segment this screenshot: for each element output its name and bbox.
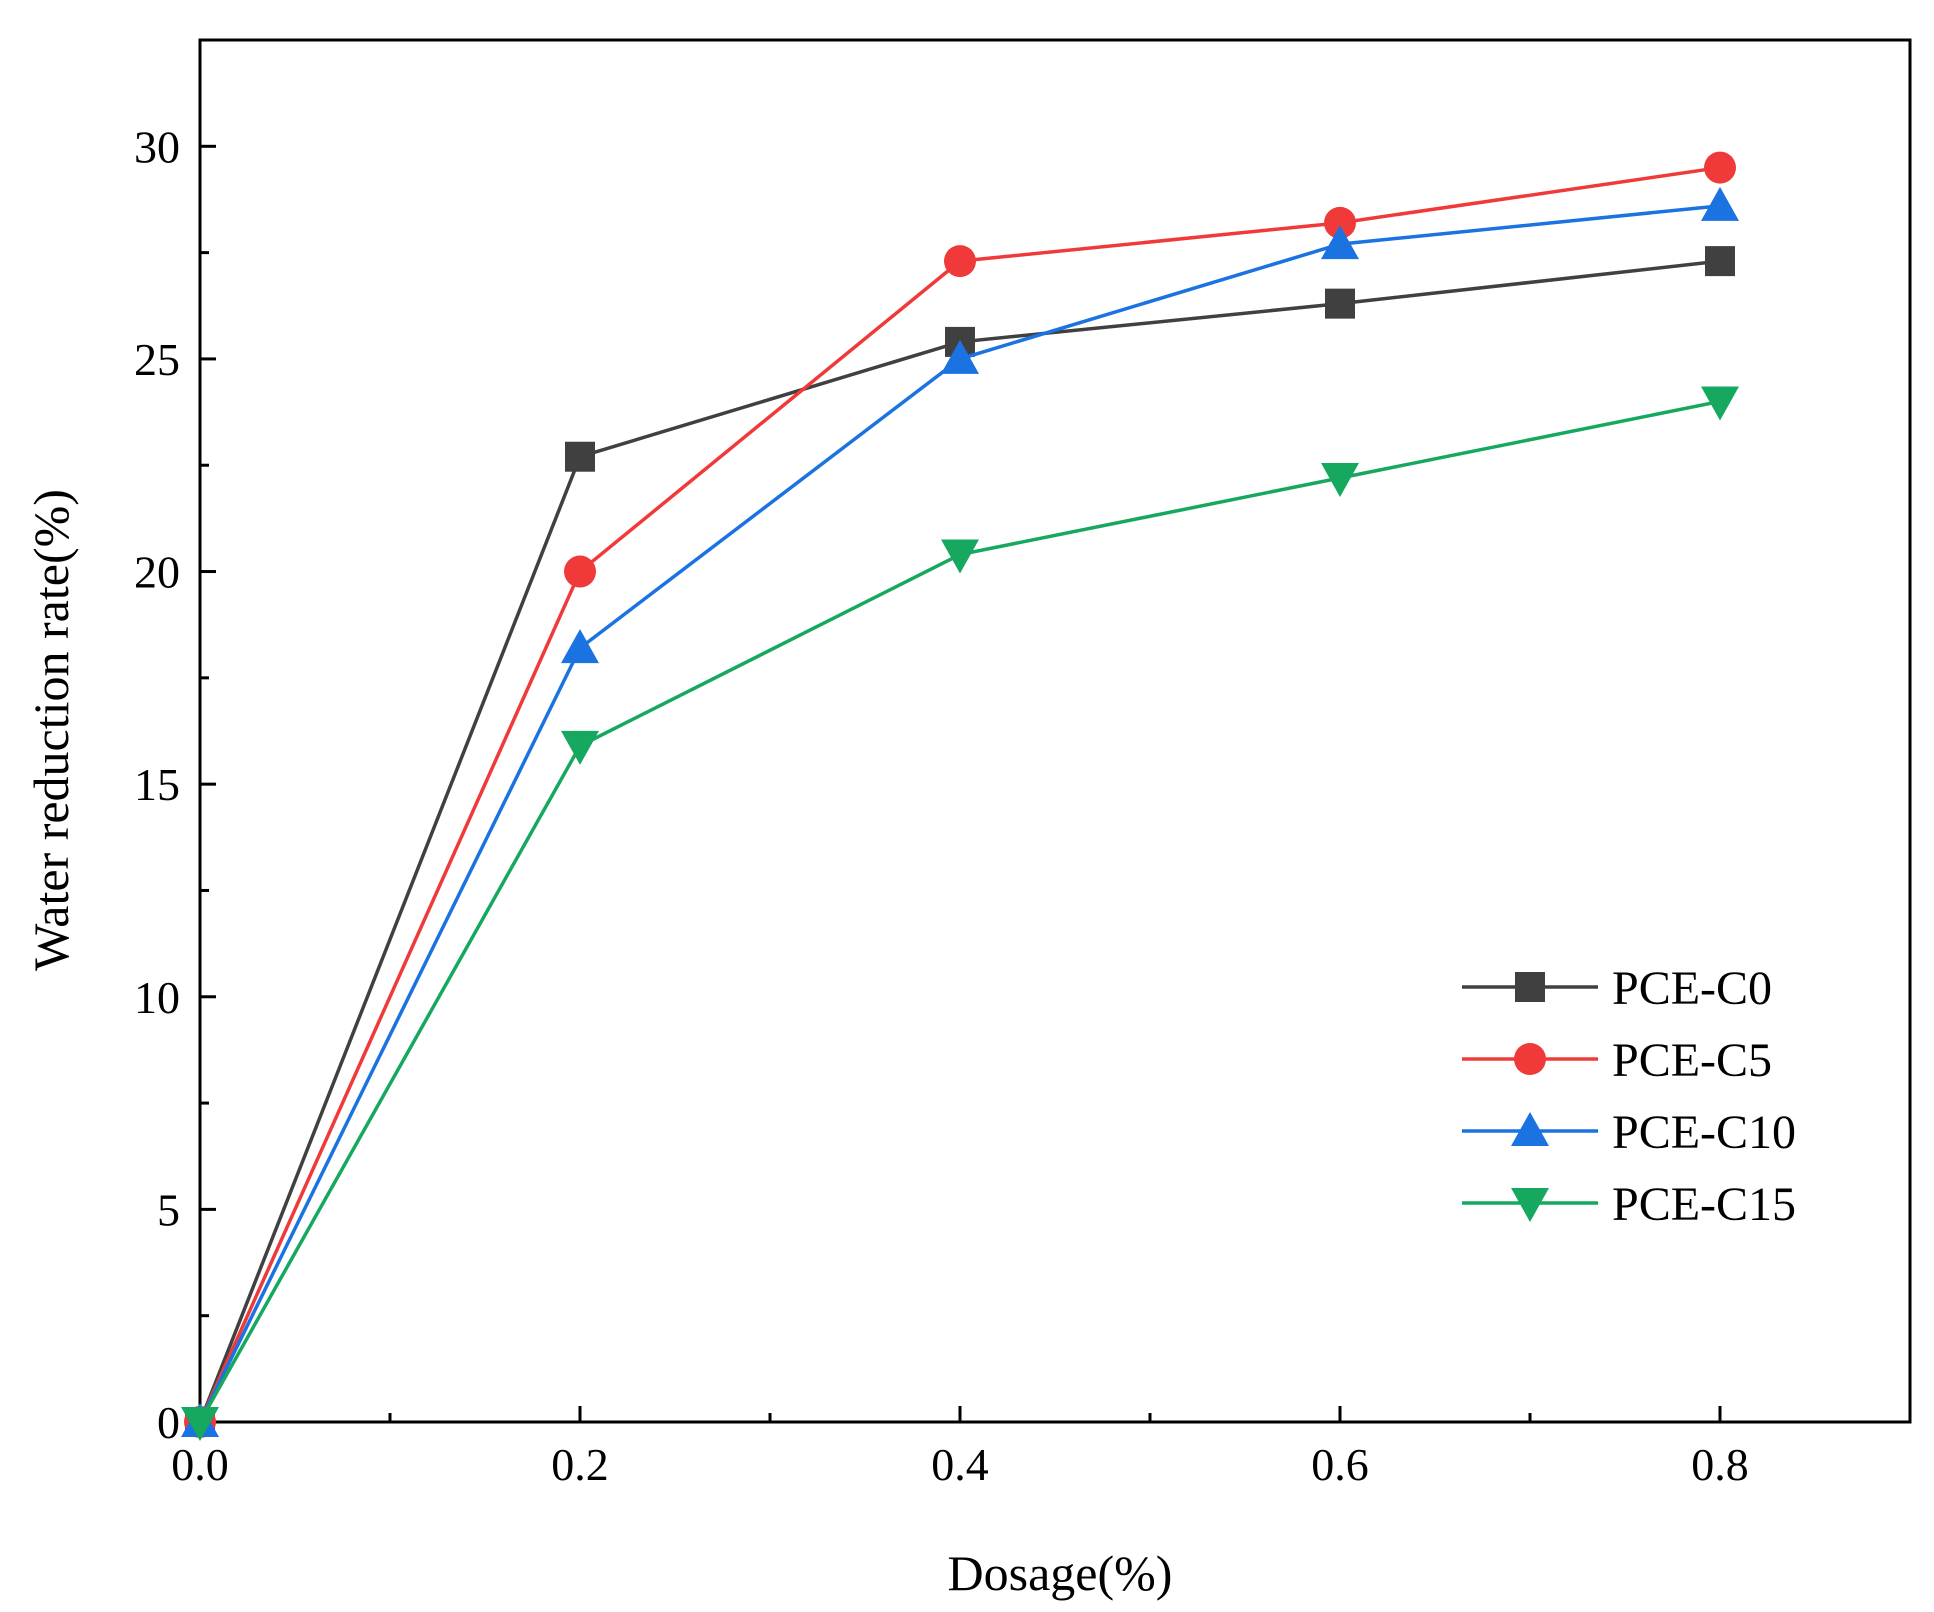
data-point (1321, 462, 1359, 497)
x-tick-label: 0.2 (551, 1439, 609, 1490)
x-tick-label: 0.0 (171, 1439, 229, 1490)
x-axis-title: Dosage(%) (948, 1545, 1173, 1601)
data-point (564, 555, 596, 588)
data-point (1705, 246, 1735, 277)
axes: 0.0 0.2 0.4 0.6 0.8 0 5 10 15 20 25 30 (134, 38, 1912, 1490)
data-point (561, 730, 599, 765)
legend-item: PCE-C0 (1462, 962, 1772, 1015)
data-point (1325, 288, 1355, 319)
y-tick-label: 25 (134, 334, 180, 385)
y-tick-label: 5 (157, 1184, 180, 1235)
legend-label: PCE-C0 (1612, 962, 1772, 1015)
legend-label: PCE-C10 (1612, 1106, 1796, 1159)
y-tick-label: 15 (134, 759, 180, 810)
x-tick-label: 0.4 (931, 1439, 989, 1490)
data-point (561, 629, 599, 664)
data-point (1324, 206, 1356, 239)
data-point (941, 539, 979, 574)
legend: PCE-C0 PCE-C5 PCE-C10 PCE-C15 (1462, 962, 1796, 1231)
x-tick-label: 0.8 (1691, 1439, 1749, 1490)
data-point (181, 1407, 219, 1441)
legend-marker (1511, 1188, 1549, 1222)
data-point (1701, 386, 1739, 421)
y-axis-title: Water reduction rate(%) (23, 489, 79, 971)
data-point (941, 339, 979, 374)
legend-marker (1511, 1112, 1549, 1146)
y-tick-label: 0 (157, 1397, 180, 1448)
series-layer (181, 151, 1739, 1441)
data-point (1701, 186, 1739, 221)
plot-frame (198, 38, 1912, 1424)
y-tick-label: 20 (134, 547, 180, 598)
data-point (944, 245, 976, 278)
x-tick-label: 0.6 (1311, 1439, 1369, 1490)
y-tick-label: 30 (134, 121, 180, 172)
y-tick-label: 10 (134, 972, 180, 1023)
data-point (565, 441, 595, 472)
legend-label: PCE-C15 (1612, 1178, 1796, 1231)
legend-item: PCE-C15 (1462, 1178, 1796, 1231)
legend-item: PCE-C5 (1462, 1034, 1772, 1087)
legend-item: PCE-C10 (1462, 1106, 1796, 1159)
series-pce-c15 (181, 386, 1739, 1441)
legend-marker (1514, 1043, 1546, 1075)
data-point (1321, 225, 1359, 260)
legend-label: PCE-C5 (1612, 1034, 1772, 1087)
data-point (1704, 151, 1736, 184)
legend-marker (1515, 972, 1545, 1002)
